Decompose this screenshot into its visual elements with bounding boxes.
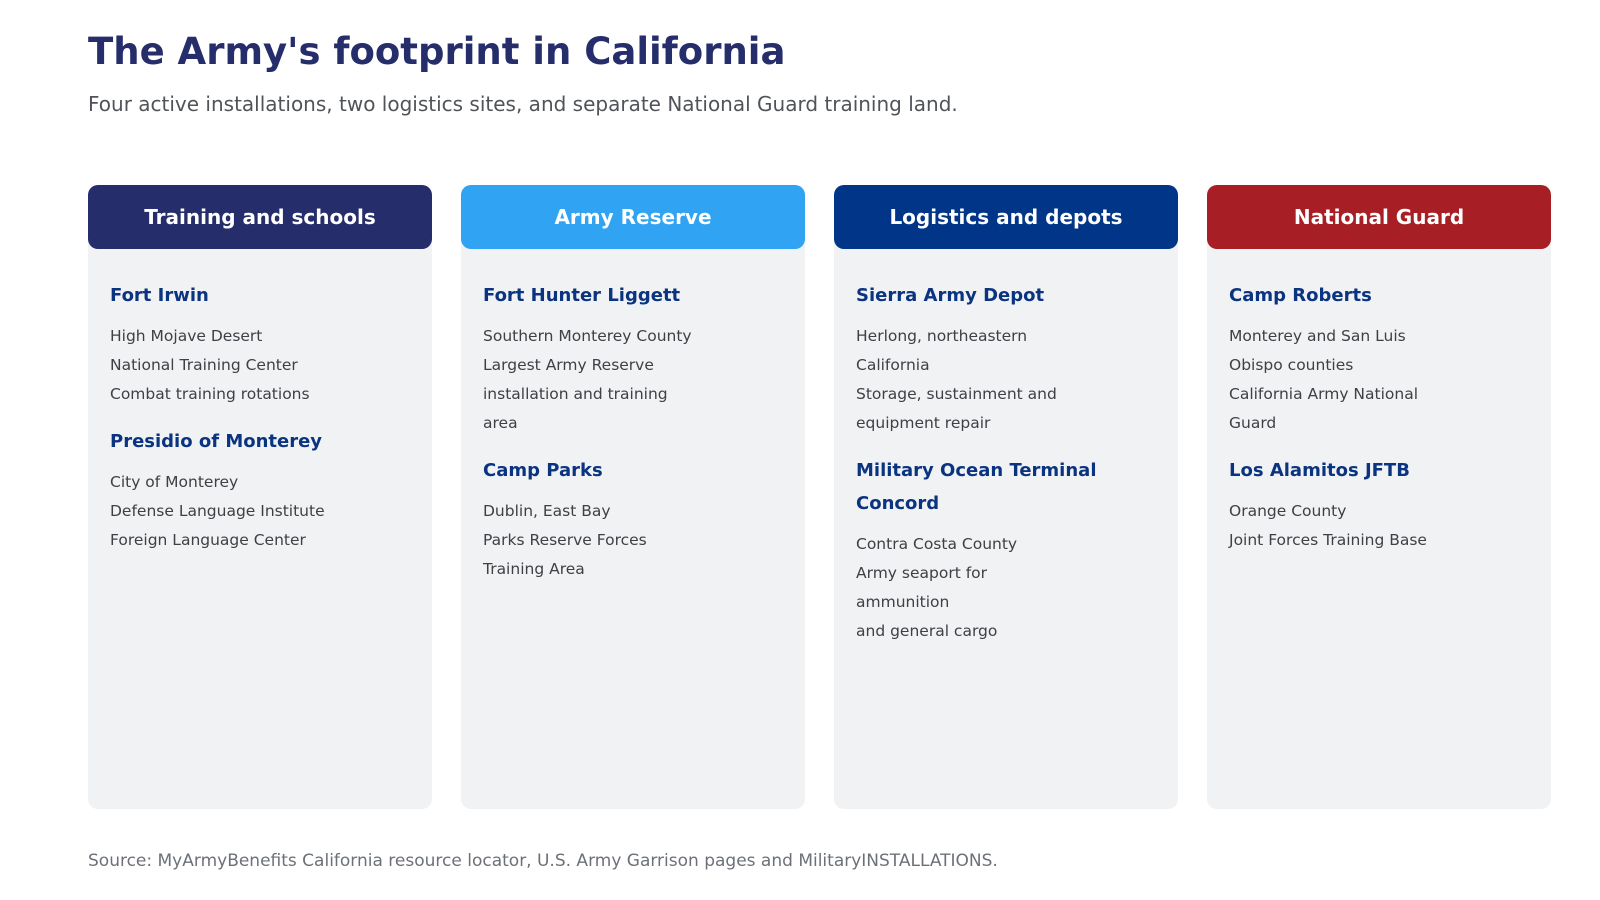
site-name: Presidio of Monterey [110, 431, 323, 452]
column-body: Sierra Army Depot Herlong, northeastern … [834, 249, 1178, 646]
site-detail: Obispo counties [1229, 356, 1354, 374]
site-detail: Largest Army Reserve [483, 356, 654, 374]
site-detail: area [483, 414, 518, 432]
site-detail: Orange County [1229, 502, 1347, 520]
site-detail: Foreign Language Center [110, 531, 306, 549]
site-detail: Herlong, northeastern [856, 327, 1028, 345]
column-header-national-guard: National Guard [1207, 185, 1551, 249]
column-body: Camp Roberts Monterey and San Luis Obisp… [1207, 249, 1551, 555]
site-name: Fort Hunter Liggett [483, 285, 681, 306]
site-detail: Southern Monterey County [483, 327, 692, 345]
site-military-ocean-terminal-concord: Military Ocean Terminal Concord Contra C… [856, 454, 1156, 646]
column-national-guard: National Guard Camp Roberts Monterey and… [1207, 185, 1551, 809]
site-detail: National Training Center [110, 356, 298, 374]
source-note: Source: MyArmyBenefits California resour… [88, 851, 998, 871]
site-camp-parks: Camp Parks Dublin, East Bay Parks Reserv… [483, 454, 783, 584]
site-detail: High Mojave Desert [110, 327, 263, 345]
site-detail: ammunition [856, 593, 950, 611]
site-detail: California Army National [1229, 385, 1419, 403]
column-training-and-schools: Training and schools Fort Irwin High Moj… [88, 185, 432, 809]
site-name: Fort Irwin [110, 285, 209, 306]
site-detail: Parks Reserve Forces [483, 531, 647, 549]
page-subtitle: Four active installations, two logistics… [88, 92, 958, 116]
page-title: The Army's footprint in California [88, 30, 786, 73]
site-name: Los Alamitos JFTB [1229, 460, 1410, 481]
column-logistics-and-depots: Logistics and depots Sierra Army Depot H… [834, 185, 1178, 809]
column-header-training-and-schools: Training and schools [88, 185, 432, 249]
site-detail: Guard [1229, 414, 1277, 432]
site-presidio-of-monterey: Presidio of Monterey City of Monterey De… [110, 425, 410, 555]
site-name: Sierra Army Depot [856, 285, 1045, 306]
site-detail: Defense Language Institute [110, 502, 325, 520]
column-header-army-reserve: Army Reserve [461, 185, 805, 249]
site-detail: California [856, 356, 930, 374]
site-name: Camp Roberts [1229, 285, 1372, 306]
column-body: Fort Hunter Liggett Southern Monterey Co… [461, 249, 805, 584]
site-fort-irwin: Fort Irwin High Mojave Desert National T… [110, 279, 410, 409]
column-header-logistics-and-depots: Logistics and depots [834, 185, 1178, 249]
site-detail: City of Monterey [110, 473, 239, 491]
site-detail: Storage, sustainment and [856, 385, 1057, 403]
site-detail: Dublin, East Bay [483, 502, 611, 520]
site-sierra-army-depot: Sierra Army Depot Herlong, northeastern … [856, 279, 1156, 438]
site-detail: Monterey and San Luis [1229, 327, 1406, 345]
site-detail: Training Area [483, 560, 585, 578]
site-fort-hunter-liggett: Fort Hunter Liggett Southern Monterey Co… [483, 279, 783, 438]
site-detail: Combat training rotations [110, 385, 310, 403]
site-name: Camp Parks [483, 460, 603, 481]
site-detail: and general cargo [856, 622, 998, 640]
column-body: Fort Irwin High Mojave Desert National T… [88, 249, 432, 555]
site-camp-roberts: Camp Roberts Monterey and San Luis Obisp… [1229, 279, 1529, 438]
category-columns: Training and schools Fort Irwin High Moj… [88, 185, 1551, 809]
site-detail: Army seaport for [856, 564, 988, 582]
site-los-alamitos-jftb: Los Alamitos JFTB Orange County Joint Fo… [1229, 454, 1529, 555]
site-detail: Contra Costa County [856, 535, 1018, 553]
site-name: Military Ocean Terminal Concord [856, 460, 1097, 514]
site-detail: equipment repair [856, 414, 991, 432]
site-detail: Joint Forces Training Base [1229, 531, 1427, 549]
column-army-reserve: Army Reserve Fort Hunter Liggett Souther… [461, 185, 805, 809]
site-detail: installation and training [483, 385, 668, 403]
